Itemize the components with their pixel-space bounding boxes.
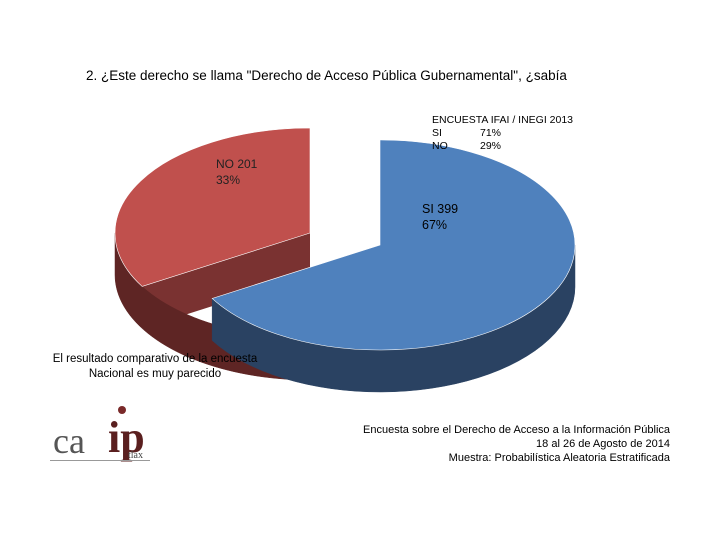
- slice-label-no: NO 201 33%: [216, 156, 257, 188]
- logo-ip: ip: [108, 413, 145, 462]
- note-line: Nacional es muy parecido: [88, 368, 222, 380]
- inegi-title: ENCUESTA IFAI / INEGI 2013: [432, 114, 574, 126]
- comparison-note: El resultado comparativo de la encuesta …: [40, 352, 270, 382]
- slice-si: [211, 139, 576, 351]
- inegi-row-si: SI 71%: [432, 127, 573, 140]
- slice-label-si-count: SI 399: [422, 202, 459, 216]
- logo-mark-icon: [118, 406, 126, 414]
- slice-no-cut-wall: [142, 233, 310, 329]
- slice-label-no-count: NO 201: [216, 157, 258, 171]
- inegi-label: NO: [432, 140, 448, 152]
- slice-label-no-percent: 33%: [216, 173, 241, 187]
- inegi-value: 29%: [480, 140, 502, 152]
- inegi-value: 71%: [480, 127, 502, 139]
- survey-line: 18 al 26 de Agosto de 2014: [536, 438, 670, 450]
- survey-info: Encuesta sobre el Derecho de Acceso a la…: [250, 423, 670, 465]
- note-line: El resultado comparativo de la encuesta: [52, 353, 258, 365]
- inegi-row-no: NO 29%: [432, 140, 573, 153]
- slice-label-si: SI 399 67%: [422, 201, 458, 233]
- inegi-comparison-box: ENCUESTA IFAI / INEGI 2013 SI 71% NO 29%: [432, 114, 573, 153]
- logo-tlax: tlax: [128, 450, 143, 461]
- survey-line: Encuesta sobre el Derecho de Acceso a la…: [363, 424, 670, 436]
- slice-no: [114, 127, 311, 287]
- chart-title: 2. ¿Este derecho se llama "Derecho de Ac…: [86, 68, 567, 83]
- logo-ca: ca: [53, 421, 85, 461]
- slice-label-si-percent: 67%: [422, 218, 448, 232]
- survey-line: Muestra: Probabilística Aleatoria Estrat…: [448, 452, 670, 464]
- caip-logo: ca ip tlax: [50, 402, 180, 472]
- logo-divider: [50, 460, 150, 461]
- inegi-label: SI: [432, 127, 442, 139]
